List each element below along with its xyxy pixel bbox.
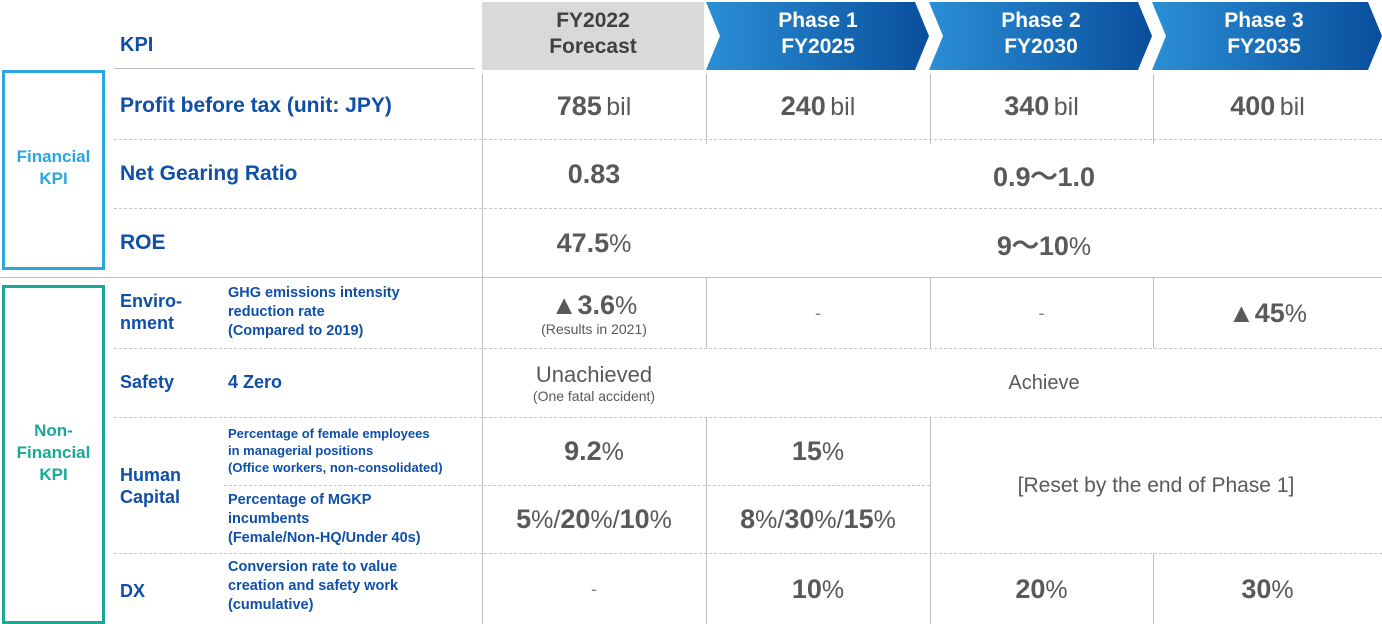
env-phase3: ▲45% xyxy=(1228,297,1307,328)
col-divider-phase1-c xyxy=(706,418,707,624)
safety-category: Safety xyxy=(120,372,175,392)
nonfinancial-kpi-label: Non- Financial KPI xyxy=(16,421,91,484)
row-divider xyxy=(224,485,930,486)
profit-label: Profit before tax (unit: JPY) xyxy=(120,94,392,117)
gearing-fy2022: 0.83 xyxy=(567,158,621,189)
human-capital-reset: [Reset by the end of Phase 1] xyxy=(1017,473,1295,497)
safety-label: 4 Zero xyxy=(228,372,283,392)
profit-phase2: 340 bil xyxy=(1004,91,1079,121)
kpi-header: KPI xyxy=(120,34,154,56)
profit-phase1: 240 bil xyxy=(780,91,856,121)
roe-fy2022: 47.5% xyxy=(556,227,632,258)
roe-label: ROE xyxy=(120,231,166,254)
dx-phase3: 30% xyxy=(1241,573,1294,604)
female-managers-fy2022: 9.2% xyxy=(564,436,624,466)
fy2022-banner xyxy=(482,2,704,70)
section-divider xyxy=(0,277,1382,278)
phase1-banner xyxy=(706,2,929,70)
row-divider xyxy=(114,417,1382,418)
env-fy2022: ▲3.6% (Results in 2021) xyxy=(541,289,647,337)
phase3-banner xyxy=(1152,2,1382,70)
gearing-label: Net Gearing Ratio xyxy=(120,162,298,185)
row-divider xyxy=(114,553,1382,554)
phase2-banner xyxy=(929,2,1152,70)
mgkp-phase1: 8%/30%/15% xyxy=(740,504,896,534)
col-divider-phase2-b xyxy=(930,278,931,348)
nonfinancial-kpi-box xyxy=(2,285,105,624)
col-divider-phase3-c xyxy=(1153,553,1154,624)
female-managers-phase1: 15% xyxy=(791,436,845,466)
safety-future: Achieve xyxy=(1008,371,1080,394)
dx-label: Conversion rate to value creation and saf… xyxy=(228,559,399,613)
safety-fy2022: Unachieved (One fatal accident) xyxy=(532,362,656,404)
phase3-header: Phase 3 FY2035 xyxy=(1224,9,1304,58)
env-phase1: - xyxy=(815,302,821,323)
header-banners xyxy=(482,2,1382,70)
env-category: Enviro-nment xyxy=(120,291,183,333)
financial-kpi-label: Financial KPI xyxy=(16,147,91,188)
header-underline xyxy=(114,68,474,69)
row-divider xyxy=(114,348,1382,349)
fy2022-header: FY2022 Forecast xyxy=(549,9,637,58)
profit-phase3: 400 bil xyxy=(1230,91,1305,121)
env-phase2: - xyxy=(1038,302,1045,323)
phase1-header: Phase 1 FY2025 xyxy=(778,9,858,58)
financial-kpi-box xyxy=(2,70,105,270)
mgkp-label: Percentage of MGKP incumbents (Female/Non-… xyxy=(228,492,421,546)
col-divider-phase2-c xyxy=(930,418,931,624)
col-divider-phase2-a xyxy=(930,74,931,144)
mgkp-fy2022: 5%/20%/10% xyxy=(516,504,672,534)
col-divider-fy2022 xyxy=(482,74,483,624)
dx-phase2: 20% xyxy=(1015,573,1068,604)
gearing-future: 0.9～1.0 xyxy=(992,161,1096,192)
env-label: GHG emissions intensity reduction rate (Co… xyxy=(228,285,400,339)
profit-fy2022: 785 bil xyxy=(556,91,632,121)
female-managers-label: Percentage of female employees in manager… xyxy=(228,426,443,475)
col-divider-phase3-a xyxy=(1153,74,1154,144)
row-divider xyxy=(114,139,1382,140)
col-divider-phase1-a xyxy=(706,74,707,144)
col-divider-phase1-b xyxy=(706,278,707,348)
roe-future: 9～10% xyxy=(996,230,1092,261)
phase2-header: Phase 2 FY2030 xyxy=(1001,9,1081,58)
row-divider xyxy=(114,208,1382,209)
dx-category: DX xyxy=(120,581,146,601)
col-divider-phase3-b xyxy=(1153,278,1154,348)
human-capital-category: Human Capital xyxy=(120,465,182,507)
dx-phase1: 10% xyxy=(791,573,845,604)
dx-fy2022: - xyxy=(591,578,597,599)
